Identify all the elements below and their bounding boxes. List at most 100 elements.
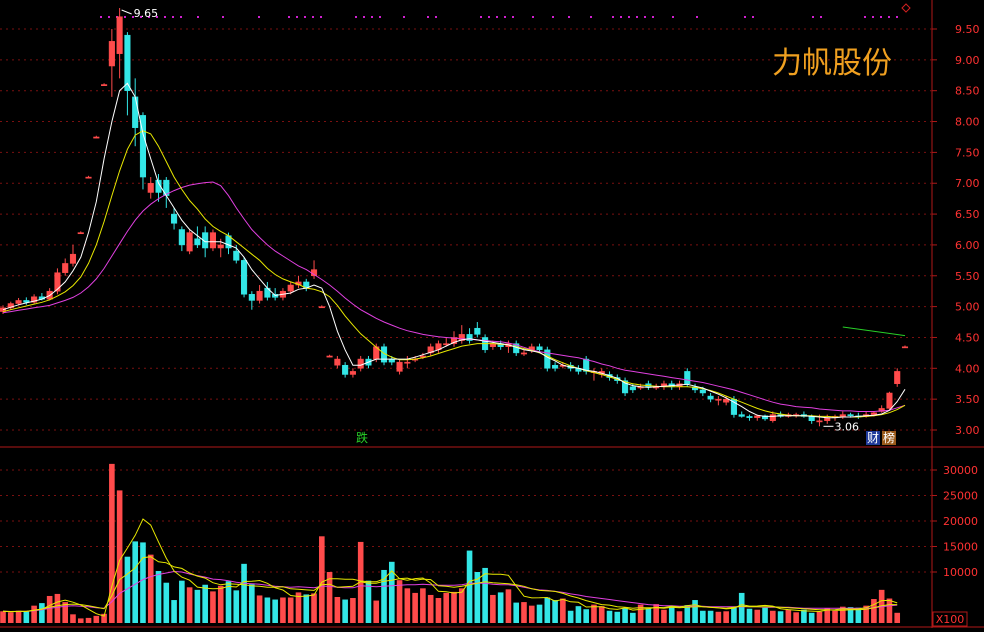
volume-bar bbox=[365, 580, 372, 623]
volume-bar bbox=[466, 550, 473, 623]
candle-body bbox=[738, 414, 745, 417]
volume-bar bbox=[295, 592, 302, 623]
volume-bar bbox=[560, 598, 566, 623]
volume-bar bbox=[163, 582, 170, 623]
volume-bar bbox=[233, 590, 240, 623]
candle-body bbox=[847, 414, 854, 417]
volume-bar bbox=[280, 597, 286, 623]
candle-body bbox=[552, 364, 559, 369]
top-marker-dot bbox=[652, 16, 654, 18]
candle-body bbox=[147, 182, 154, 193]
top-marker-dot bbox=[888, 16, 890, 18]
volume-bar bbox=[186, 587, 193, 623]
volume-bar bbox=[70, 614, 76, 623]
candle-body bbox=[466, 334, 473, 341]
top-marker-dot bbox=[222, 16, 224, 18]
price-ma10-line bbox=[2, 130, 906, 418]
volume-tick-label: 20000 bbox=[943, 515, 978, 528]
top-marker-dot bbox=[590, 16, 592, 18]
volume-bar bbox=[622, 608, 628, 623]
price-tick-label: 8.50 bbox=[955, 85, 980, 98]
price-tick-label: 5.50 bbox=[955, 270, 980, 283]
trend-line bbox=[842, 326, 906, 337]
top-marker-dot bbox=[148, 16, 150, 18]
candle-body bbox=[77, 232, 84, 235]
candle-body bbox=[723, 398, 730, 403]
top-marker-dot bbox=[435, 16, 437, 18]
candle-body bbox=[217, 244, 224, 249]
volume-bar bbox=[256, 595, 263, 623]
volume-bar bbox=[39, 603, 45, 623]
volume-bar bbox=[77, 618, 84, 623]
candle-body bbox=[901, 346, 909, 349]
volume-bar bbox=[723, 611, 729, 623]
top-marker-dot bbox=[488, 16, 490, 18]
volume-bar bbox=[326, 572, 333, 623]
candle-body bbox=[233, 250, 240, 261]
candle-body bbox=[108, 41, 115, 67]
top-marker-dot bbox=[371, 16, 373, 18]
volume-bar bbox=[23, 611, 30, 623]
top-marker-dot bbox=[320, 16, 322, 18]
volume-bar bbox=[109, 463, 115, 623]
candle-body bbox=[248, 294, 255, 301]
candle-body bbox=[15, 300, 22, 304]
price-tick-label: 7.50 bbox=[955, 146, 980, 159]
top-marker-dot bbox=[752, 16, 754, 18]
volume-bar bbox=[15, 610, 22, 623]
volume-bar bbox=[886, 598, 893, 623]
price-tick-label: 3.50 bbox=[955, 393, 980, 406]
volume-bar bbox=[116, 490, 123, 623]
candle-body bbox=[171, 213, 178, 224]
volume-bar bbox=[863, 605, 869, 623]
top-marker-dot bbox=[355, 16, 357, 18]
volume-bar bbox=[746, 608, 753, 623]
top-marker-dot bbox=[552, 16, 554, 18]
volume-bar bbox=[357, 541, 364, 623]
volume-bar bbox=[404, 588, 411, 623]
candle-body bbox=[870, 412, 877, 415]
top-marker-dot bbox=[532, 16, 534, 18]
volume-bar bbox=[832, 610, 838, 623]
top-marker-dot bbox=[403, 16, 405, 18]
volume-bar bbox=[738, 592, 745, 623]
volume-bar bbox=[544, 597, 551, 623]
candle-body bbox=[684, 371, 691, 384]
volume-bar bbox=[396, 580, 403, 623]
top-marker-dot bbox=[636, 16, 638, 18]
volume-bar bbox=[824, 608, 831, 623]
candle-body bbox=[761, 415, 769, 420]
candle-body bbox=[31, 296, 38, 303]
volume-tick-label: 30000 bbox=[943, 464, 978, 477]
candle-body bbox=[7, 303, 14, 309]
price-tick-label: 4.00 bbox=[955, 362, 980, 375]
volume-bar bbox=[451, 591, 457, 623]
volume-bar bbox=[894, 612, 901, 623]
volume-bar bbox=[388, 561, 395, 623]
top-marker-dot bbox=[363, 16, 365, 18]
top-marker-dot bbox=[156, 16, 158, 18]
candle-body bbox=[318, 306, 325, 309]
volume-bar bbox=[497, 592, 504, 623]
volume-bar bbox=[474, 572, 481, 623]
volume-bar bbox=[210, 591, 216, 623]
candle-body bbox=[116, 16, 123, 54]
volume-bar bbox=[412, 592, 418, 623]
volume-bar bbox=[762, 607, 768, 623]
top-marker-dot bbox=[132, 16, 134, 18]
candle-body bbox=[520, 352, 528, 355]
volume-bar bbox=[871, 599, 877, 623]
volume-bar bbox=[319, 536, 325, 623]
volume-bar bbox=[194, 589, 201, 623]
top-marker-dot bbox=[496, 16, 498, 18]
candle-body bbox=[202, 232, 209, 249]
volume-bar bbox=[62, 602, 69, 623]
top-marker-dot bbox=[100, 16, 102, 18]
candle-body bbox=[85, 176, 92, 179]
volume-bar bbox=[334, 596, 341, 623]
volume-bar bbox=[567, 610, 574, 623]
top-marker-dot bbox=[427, 16, 429, 18]
volume-bar bbox=[31, 605, 37, 623]
top-marker-dot bbox=[258, 16, 260, 18]
